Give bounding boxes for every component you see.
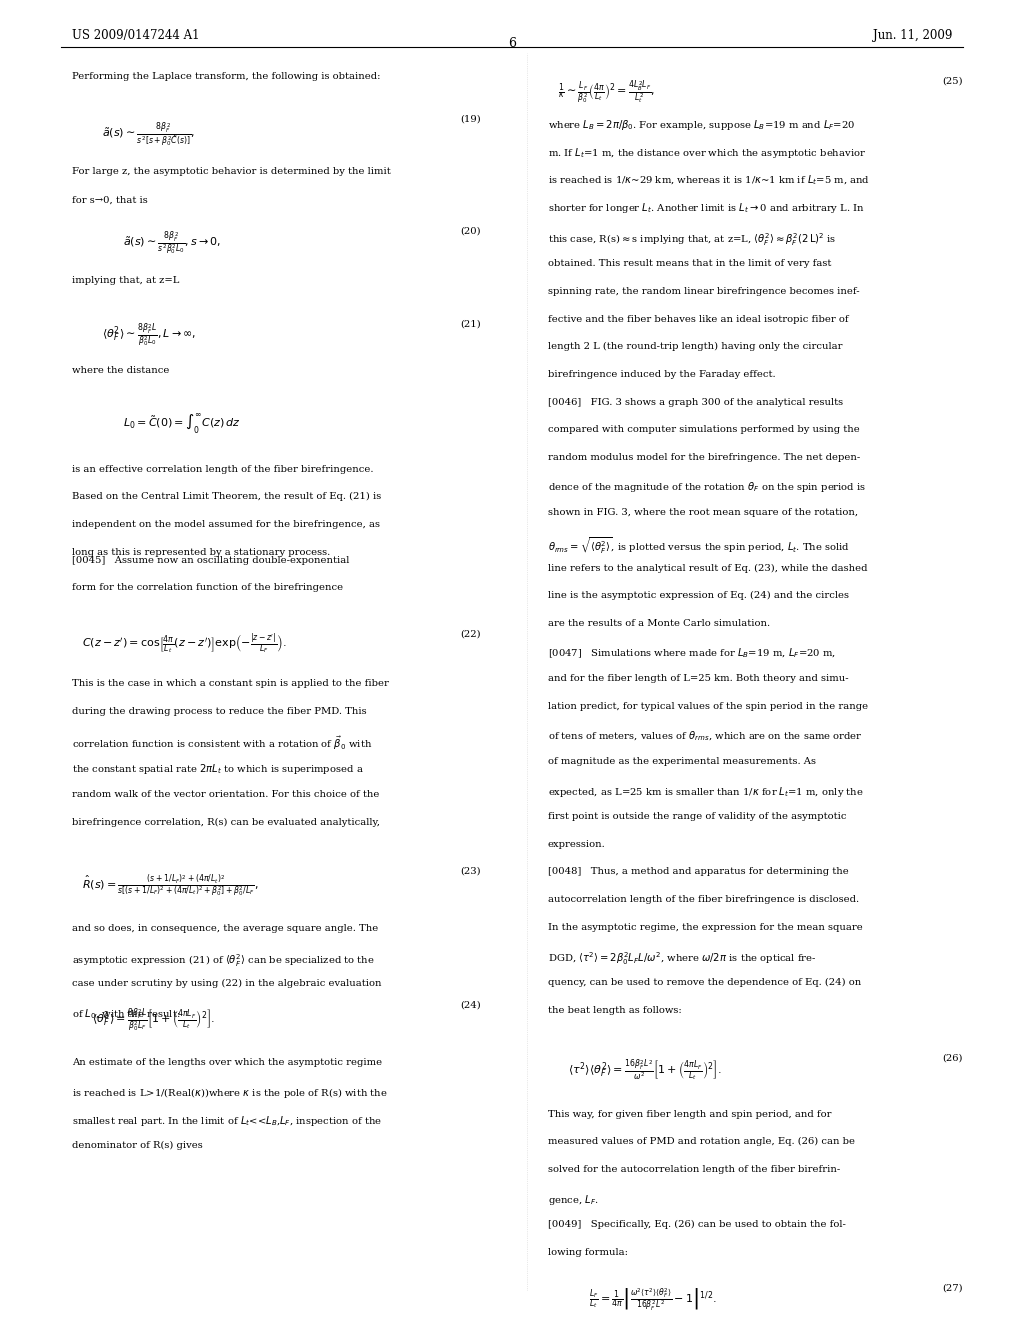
Text: independent on the model assumed for the birefringence, as: independent on the model assumed for the… — [72, 520, 380, 529]
Text: $\hat{R}(s) = \frac{(s+1/L_F)^2+(4\pi/L_t)^2}{s[(s+1/L_F)^2+(4\pi/L_t)^2+\beta_0: $\hat{R}(s) = \frac{(s+1/L_F)^2+(4\pi/L_… — [82, 873, 258, 898]
Text: gence, $L_F$.: gence, $L_F$. — [548, 1193, 599, 1206]
Text: expression.: expression. — [548, 840, 605, 849]
Text: the constant spatial rate $2\pi L_t$ to which is superimposed a: the constant spatial rate $2\pi L_t$ to … — [72, 762, 364, 776]
Text: first point is outside the range of validity of the asymptotic: first point is outside the range of vali… — [548, 812, 847, 821]
Text: is reached is L>1/(Real($\kappa$))where $\kappa$ is the pole of R(s) with the: is reached is L>1/(Real($\kappa$))where … — [72, 1086, 387, 1100]
Text: In the asymptotic regime, the expression for the mean square: In the asymptotic regime, the expression… — [548, 923, 862, 932]
Text: random modulus model for the birefringence. The net depen-: random modulus model for the birefringen… — [548, 453, 860, 462]
Text: form for the correlation function of the birefringence: form for the correlation function of the… — [72, 583, 343, 593]
Text: fective and the fiber behaves like an ideal isotropic fiber of: fective and the fiber behaves like an id… — [548, 314, 849, 323]
Text: [0049]   Specifically, Eq. (26) can be used to obtain the fol-: [0049] Specifically, Eq. (26) can be use… — [548, 1220, 846, 1229]
Text: Jun. 11, 2009: Jun. 11, 2009 — [872, 29, 952, 42]
Text: 6: 6 — [508, 37, 516, 50]
Text: where $L_B=2\pi/\beta_0$. For example, suppose $L_B$=19 m and $L_F$=20: where $L_B=2\pi/\beta_0$. For example, s… — [548, 119, 855, 132]
Text: Based on the Central Limit Theorem, the result of Eq. (21) is: Based on the Central Limit Theorem, the … — [72, 492, 381, 502]
Text: of magnitude as the experimental measurements. As: of magnitude as the experimental measure… — [548, 756, 816, 766]
Text: (26): (26) — [942, 1053, 963, 1063]
Text: compared with computer simulations performed by using the: compared with computer simulations perfo… — [548, 425, 859, 434]
Text: line is the asymptotic expression of Eq. (24) and the circles: line is the asymptotic expression of Eq.… — [548, 591, 849, 601]
Text: (21): (21) — [461, 319, 481, 329]
Text: lowing formula:: lowing formula: — [548, 1247, 628, 1257]
Text: birefringence induced by the Faraday effect.: birefringence induced by the Faraday eff… — [548, 370, 775, 379]
Text: DGD, $\langle\tau^2\rangle=2\beta_0^2 L_F L/\omega^2$, where $\omega/2\pi$ is th: DGD, $\langle\tau^2\rangle=2\beta_0^2 L_… — [548, 950, 816, 968]
Text: $\theta_{rms}=\sqrt{\langle\theta_F^2\rangle}$, is plotted versus the spin perio: $\theta_{rms}=\sqrt{\langle\theta_F^2\ra… — [548, 536, 850, 556]
Text: the beat length as follows:: the beat length as follows: — [548, 1006, 682, 1015]
Text: smallest real part. In the limit of $L_t$<<$L_B$,$L_F$, inspection of the: smallest real part. In the limit of $L_t… — [72, 1114, 382, 1127]
Text: lation predict, for typical values of the spin period in the range: lation predict, for typical values of th… — [548, 702, 868, 710]
Text: shown in FIG. 3, where the root mean square of the rotation,: shown in FIG. 3, where the root mean squ… — [548, 508, 858, 517]
Text: US 2009/0147244 A1: US 2009/0147244 A1 — [72, 29, 200, 42]
Text: [0047]   Simulations where made for $L_B$=19 m, $L_F$=20 m,: [0047] Simulations where made for $L_B$=… — [548, 647, 836, 660]
Text: obtained. This result means that in the limit of very fast: obtained. This result means that in the … — [548, 259, 831, 268]
Text: correlation function is consistent with a rotation of $\vec{\beta}_0$ with: correlation function is consistent with … — [72, 734, 372, 752]
Text: [0045]   Assume now an oscillating double-exponential: [0045] Assume now an oscillating double-… — [72, 556, 349, 565]
Text: implying that, at z=L: implying that, at z=L — [72, 276, 179, 285]
Text: long as this is represented by a stationary process.: long as this is represented by a station… — [72, 548, 330, 557]
Text: (19): (19) — [461, 115, 481, 124]
Text: where the distance: where the distance — [72, 366, 169, 375]
Text: quency, can be used to remove the dependence of Eq. (24) on: quency, can be used to remove the depend… — [548, 978, 861, 987]
Text: line refers to the analytical result of Eq. (23), while the dashed: line refers to the analytical result of … — [548, 564, 867, 573]
Text: birefringence correlation, R(s) can be evaluated analytically,: birefringence correlation, R(s) can be e… — [72, 817, 380, 826]
Text: random walk of the vector orientation. For this choice of the: random walk of the vector orientation. F… — [72, 789, 379, 799]
Text: $\tilde{a}(s) \sim \frac{8\beta_F^2}{s^2[s+\beta_0^2\tilde{C}(s)]},$: $\tilde{a}(s) \sim \frac{8\beta_F^2}{s^2… — [102, 121, 196, 148]
Text: (20): (20) — [461, 227, 481, 235]
Text: [0046]   FIG. 3 shows a graph 300 of the analytical results: [0046] FIG. 3 shows a graph 300 of the a… — [548, 397, 843, 407]
Text: $\frac{1}{\kappa} \sim \frac{L_F}{\beta_0^2}\left(\frac{4\pi}{L_t}\right)^2 = \f: $\frac{1}{\kappa} \sim \frac{L_F}{\beta_… — [558, 79, 655, 104]
Text: $C(z-z') = \cos\!\left[\frac{4\pi}{L_t}(z-z')\right]\exp\!\left(-\frac{|z-z'|}{L: $C(z-z') = \cos\!\left[\frac{4\pi}{L_t}(… — [82, 632, 287, 656]
Text: Performing the Laplace transform, the following is obtained:: Performing the Laplace transform, the fo… — [72, 73, 380, 82]
Text: (25): (25) — [942, 77, 963, 86]
Text: dence of the magnitude of the rotation $\theta_F$ on the spin period is: dence of the magnitude of the rotation $… — [548, 480, 866, 495]
Text: are the results of a Monte Carlo simulation.: are the results of a Monte Carlo simulat… — [548, 619, 770, 628]
Text: This way, for given fiber length and spin period, and for: This way, for given fiber length and spi… — [548, 1110, 831, 1118]
Text: spinning rate, the random linear birefringence becomes inef-: spinning rate, the random linear birefri… — [548, 286, 859, 296]
Text: autocorrelation length of the fiber birefringence is disclosed.: autocorrelation length of the fiber bire… — [548, 895, 859, 904]
Text: $\frac{L_F}{L_t} = \frac{1}{4\pi}\left|\frac{\omega^2\langle\tau^2\rangle\langle: $\frac{L_F}{L_t} = \frac{1}{4\pi}\left|\… — [589, 1287, 717, 1313]
Text: denominator of R(s) gives: denominator of R(s) gives — [72, 1142, 203, 1151]
Text: is an effective correlation length of the fiber birefringence.: is an effective correlation length of th… — [72, 465, 373, 474]
Text: $\langle\tau^2\rangle\langle\theta_F^2\rangle = \frac{16\beta_F^2 L^2}{\omega^2}: $\langle\tau^2\rangle\langle\theta_F^2\r… — [568, 1059, 722, 1082]
Text: asymptotic expression (21) of $\langle\theta_F^2\rangle$ can be specialized to t: asymptotic expression (21) of $\langle\t… — [72, 952, 375, 969]
Text: solved for the autocorrelation length of the fiber birefrin-: solved for the autocorrelation length of… — [548, 1166, 840, 1173]
Text: $L_0 = \tilde{C}(0) = \int_0^\infty C(z)\,dz$: $L_0 = \tilde{C}(0) = \int_0^\infty C(z)… — [123, 412, 241, 436]
Text: and for the fiber length of L=25 km. Both theory and simu-: and for the fiber length of L=25 km. Bot… — [548, 675, 849, 682]
Text: (24): (24) — [461, 1001, 481, 1010]
Text: shorter for longer $L_t$. Another limit is $L_t\rightarrow$0 and arbitrary L. In: shorter for longer $L_t$. Another limit … — [548, 202, 864, 215]
Text: measured values of PMD and rotation angle, Eq. (26) can be: measured values of PMD and rotation angl… — [548, 1138, 855, 1147]
Text: $\langle\theta_F^2\rangle \sim \frac{8\beta_F^2 L}{\beta_0^2 L_0}, L \rightarrow: $\langle\theta_F^2\rangle \sim \frac{8\b… — [102, 322, 197, 348]
Text: this case, R(s)$\approx$s implying that, at z=L, $\langle\theta_F^2\rangle\appro: this case, R(s)$\approx$s implying that,… — [548, 232, 837, 248]
Text: For large z, the asymptotic behavior is determined by the limit: For large z, the asymptotic behavior is … — [72, 168, 390, 176]
Text: of $L_0$, with the result:: of $L_0$, with the result: — [72, 1007, 180, 1020]
Text: is reached is 1/$\kappa$~29 km, whereas it is 1/$\kappa$~1 km if $L_t$=5 m, and: is reached is 1/$\kappa$~29 km, whereas … — [548, 174, 869, 187]
Text: expected, as L=25 km is smaller than 1/$\kappa$ for $L_t$=1 m, only the: expected, as L=25 km is smaller than 1/$… — [548, 784, 863, 799]
Text: This is the case in which a constant spin is applied to the fiber: This is the case in which a constant spi… — [72, 680, 388, 688]
Text: $\tilde{a}(s) \sim \frac{8\beta_F^2}{s^2\beta_0^2 L_0}, s \rightarrow 0,$: $\tilde{a}(s) \sim \frac{8\beta_F^2}{s^2… — [123, 231, 221, 256]
Text: and so does, in consequence, the average square angle. The: and so does, in consequence, the average… — [72, 924, 378, 933]
Text: of tens of meters, values of $\theta_{rms}$, which are on the same order: of tens of meters, values of $\theta_{rm… — [548, 729, 862, 743]
Text: (23): (23) — [461, 866, 481, 875]
Text: [0048]   Thus, a method and apparatus for determining the: [0048] Thus, a method and apparatus for … — [548, 867, 849, 876]
Text: (27): (27) — [942, 1283, 963, 1292]
Text: An estimate of the lengths over which the asymptotic regime: An estimate of the lengths over which th… — [72, 1059, 382, 1068]
Text: length 2 L (the round-trip length) having only the circular: length 2 L (the round-trip length) havin… — [548, 342, 843, 351]
Text: $\langle\theta_F^2\rangle = \frac{8\beta_F^2 L}{\beta_0^2 L_F}\left[1+\left(\fra: $\langle\theta_F^2\rangle = \frac{8\beta… — [92, 1007, 215, 1032]
Text: (22): (22) — [461, 630, 481, 639]
Text: during the drawing process to reduce the fiber PMD. This: during the drawing process to reduce the… — [72, 708, 367, 715]
Text: for s→0, that is: for s→0, that is — [72, 197, 147, 205]
Text: case under scrutiny by using (22) in the algebraic evaluation: case under scrutiny by using (22) in the… — [72, 979, 381, 989]
Text: m. If $L_t$=1 m, the distance over which the asymptotic behavior: m. If $L_t$=1 m, the distance over which… — [548, 147, 866, 160]
